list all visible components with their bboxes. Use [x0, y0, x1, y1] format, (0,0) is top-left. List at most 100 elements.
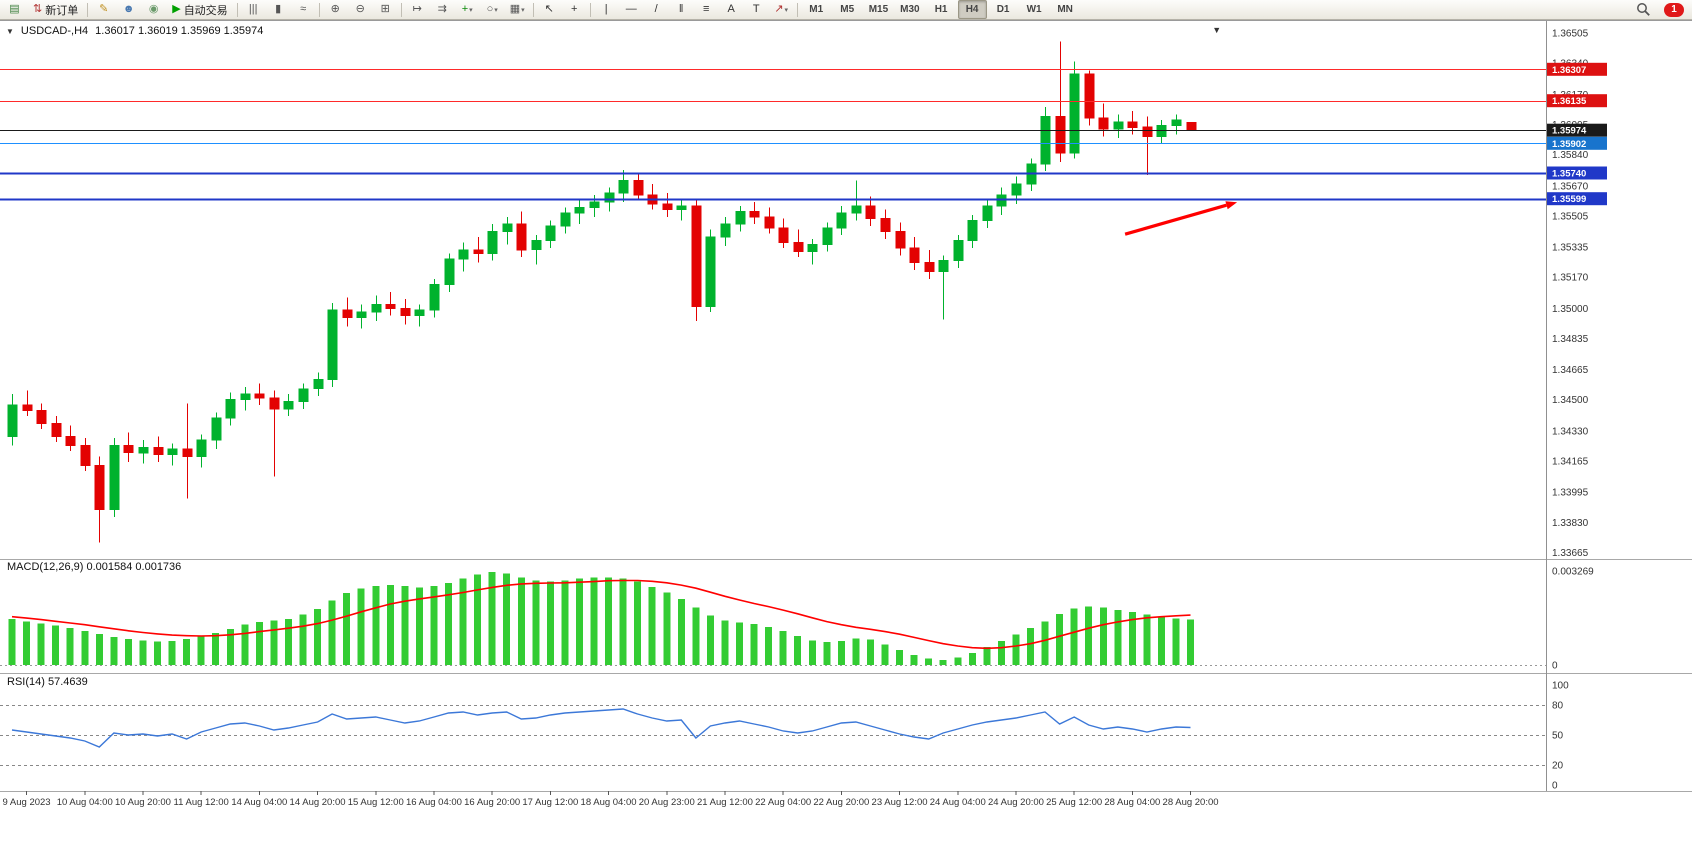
label-icon: T: [752, 3, 760, 15]
bar-chart-icon: |||: [248, 3, 258, 15]
metaeditor-button[interactable]: ✎: [91, 0, 116, 19]
svg-text:10 Aug 04:00: 10 Aug 04:00: [57, 797, 113, 808]
toolbar-separator: [589, 2, 591, 17]
tile-windows-button[interactable]: ⊞: [373, 0, 398, 19]
chart-window: 1.365051.363401.361701.360051.358401.356…: [0, 20, 1692, 851]
svg-text:24 Aug 04:00: 24 Aug 04:00: [930, 797, 986, 808]
indicators-button[interactable]: + ▾: [455, 0, 480, 19]
timeframe-d1-button[interactable]: D1: [996, 4, 1010, 15]
chart-plot-area[interactable]: [0, 21, 1546, 558]
market-watch-button[interactable]: ◉: [141, 0, 166, 19]
price-tag[interactable]: 1.36135: [1547, 94, 1607, 108]
chart-title: ▼ USDCAD-,H4 1.36017 1.36019 1.35969 1.3…: [6, 25, 263, 37]
price-tag[interactable]: 1.35974: [1547, 123, 1607, 137]
candlestick-button[interactable]: ▮: [266, 0, 291, 19]
line-chart-button[interactable]: ≈: [291, 0, 316, 19]
chart-shift-button[interactable]: ⇉: [430, 0, 455, 19]
svg-text:1.35902: 1.35902: [1552, 139, 1586, 150]
toolbar-separator: [87, 2, 89, 17]
macd-axis[interactable]: 0.003269 0: [1552, 567, 1594, 672]
profiles-button[interactable]: ☻: [116, 0, 141, 19]
svg-text:14 Aug 04:00: 14 Aug 04:00: [231, 797, 287, 808]
chart-canvas[interactable]: 1.365051.363401.361701.360051.358401.356…: [0, 21, 1692, 851]
arrows-button[interactable]: ↗ ▾: [769, 0, 794, 19]
autotrading-icon: ▶: [172, 3, 181, 15]
cursor-button[interactable]: ↖: [537, 0, 562, 19]
horizontal-line-button[interactable]: —: [619, 0, 644, 19]
text-button[interactable]: A: [719, 0, 744, 19]
rsi-line: [11, 708, 1191, 748]
auto-scroll-button[interactable]: ↦: [405, 0, 430, 19]
vertical-line-button[interactable]: |: [594, 0, 619, 19]
svg-text:1.34665: 1.34665: [1552, 365, 1589, 376]
rsi-axis[interactable]: 100 80 50 20 0: [1552, 681, 1569, 792]
search-button[interactable]: [1631, 0, 1656, 19]
svg-text:21 Aug 12:00: 21 Aug 12:00: [697, 797, 753, 808]
label-button[interactable]: T: [744, 0, 769, 19]
trend-arrow-annotation[interactable]: [1124, 201, 1238, 236]
price-tag[interactable]: 1.36307: [1547, 62, 1607, 76]
toolbar-separator: [318, 2, 320, 17]
svg-text:24 Aug 20:00: 24 Aug 20:00: [988, 797, 1044, 808]
svg-text:1.36505: 1.36505: [1552, 29, 1589, 40]
crosshair-button[interactable]: +: [562, 0, 587, 19]
new-order-icon: ⇅: [33, 3, 43, 15]
svg-text:18 Aug 04:00: 18 Aug 04:00: [581, 797, 637, 808]
rsi-label: RSI(14) 57.4639: [7, 676, 88, 688]
timeframe-w1-button[interactable]: W1: [1026, 4, 1042, 15]
timeframe-h1-button[interactable]: H1: [934, 4, 948, 15]
trendline-icon: /: [654, 3, 658, 15]
new-order-button[interactable]: ⇅ 新订单: [27, 0, 84, 19]
svg-text:1.35000: 1.35000: [1552, 304, 1589, 315]
zoom-in-button[interactable]: ⊕: [323, 0, 348, 19]
zoom-out-icon: ⊖: [355, 3, 365, 15]
timeframe-m1-button[interactable]: M1: [809, 4, 824, 15]
svg-text:0: 0: [1552, 661, 1558, 672]
timeframe-h4-button[interactable]: H4: [957, 0, 987, 19]
chevron-down-icon: ▾: [469, 6, 473, 14]
rsi-panel-area[interactable]: [0, 675, 1546, 790]
channel-button[interactable]: ‖: [669, 0, 694, 19]
notifications-badge[interactable]: 1: [1664, 2, 1684, 17]
zoom-out-button[interactable]: ⊖: [348, 0, 373, 19]
bar-chart-button[interactable]: |||: [241, 0, 266, 19]
tile-windows-icon: ⊞: [380, 3, 390, 15]
profiles-icon: ☻: [122, 3, 135, 15]
svg-text:1.36307: 1.36307: [1552, 65, 1586, 76]
timeframe-m5-button[interactable]: M5: [840, 4, 855, 15]
templates-icon: ▦: [509, 3, 521, 15]
price-tag[interactable]: 1.35740: [1547, 166, 1607, 180]
svg-text:14 Aug 20:00: 14 Aug 20:00: [290, 797, 346, 808]
trendline-button[interactable]: /: [644, 0, 669, 19]
svg-text:28 Aug 20:00: 28 Aug 20:00: [1163, 797, 1219, 808]
channel-icon: ‖: [678, 3, 684, 15]
templates-button[interactable]: ▦ ▾: [505, 0, 530, 19]
timeframe-m30-button[interactable]: M30: [900, 4, 920, 15]
macd-histogram: [8, 571, 1194, 665]
toolbar-separator: [236, 2, 238, 17]
fibonacci-button[interactable]: ≡: [694, 0, 719, 19]
svg-text:17 Aug 12:00: 17 Aug 12:00: [522, 797, 578, 808]
chevron-down-icon: ▾: [494, 6, 498, 14]
toolbar: ▤ ⇅ 新订单 ✎ ☻ ◉ ▶ 自动交易 ||| ▮ ≈ ⊕ ⊖ ⊞ ↦ ⇉ + ▾ ○ ▾ ▦ ▾ ↖ + | — / ‖ ≡ A T ↗ ▾…: [0, 0, 1692, 20]
autotrading-button[interactable]: ▶ 自动交易: [166, 0, 233, 19]
new-chart-button[interactable]: ▤: [2, 0, 27, 19]
timeframe-m15-button[interactable]: M15: [868, 4, 889, 15]
time-axis[interactable]: 9 Aug 2023 10 Aug 04:00 10 Aug 20:00 11 Aug…: [3, 791, 1219, 808]
svg-text:0.003269: 0.003269: [1552, 567, 1594, 578]
price-tag[interactable]: 1.35599: [1547, 192, 1607, 206]
timeframe-mn-button[interactable]: MN: [1057, 4, 1073, 15]
svg-text:20 Aug 23:00: 20 Aug 23:00: [639, 797, 695, 808]
price-tag[interactable]: 1.35902: [1547, 136, 1607, 150]
autotrading-button-label: 自动交易: [183, 4, 228, 17]
fibonacci-icon: ≡: [702, 3, 710, 15]
svg-text:100: 100: [1552, 681, 1569, 692]
toolbar-separator: [532, 2, 534, 17]
periods-button[interactable]: ○ ▾: [480, 0, 505, 19]
svg-text:1.35740: 1.35740: [1552, 169, 1586, 180]
chart-shift-marker[interactable]: ▼: [1212, 25, 1221, 35]
price-axis[interactable]: 1.365051.363401.361701.360051.358401.356…: [1552, 29, 1589, 559]
svg-text:1.35840: 1.35840: [1552, 150, 1589, 161]
collapse-icon[interactable]: ▼: [6, 26, 14, 36]
svg-text:1.35670: 1.35670: [1552, 181, 1589, 192]
